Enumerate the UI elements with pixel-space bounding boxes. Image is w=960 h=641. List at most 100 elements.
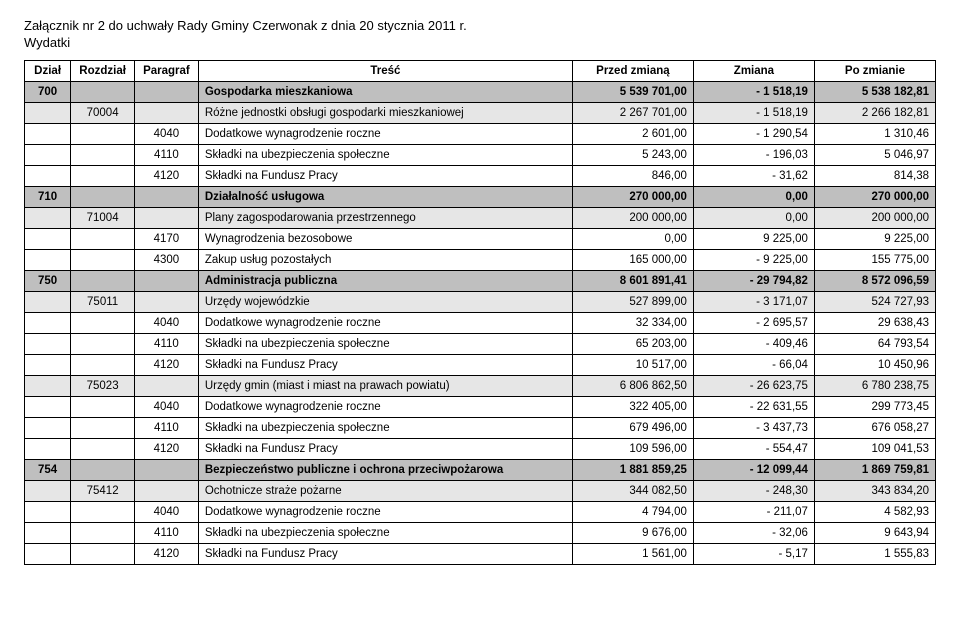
cell-rozdzial [71, 397, 135, 418]
cell-przed: 679 496,00 [572, 418, 693, 439]
cell-tresc: Działalność usługowa [198, 187, 572, 208]
table-row: 71004Plany zagospodarowania przestrzenne… [25, 208, 936, 229]
col-dzial: Dział [25, 61, 71, 82]
cell-po: 9 225,00 [814, 229, 935, 250]
table-row: 4120Składki na Fundusz Pracy109 596,00- … [25, 439, 936, 460]
cell-paragraf: 4110 [135, 418, 199, 439]
cell-rozdzial [71, 250, 135, 271]
cell-tresc: Składki na ubezpieczenia społeczne [198, 334, 572, 355]
cell-dzial [25, 229, 71, 250]
table-row: 4120Składki na Fundusz Pracy846,00- 31,6… [25, 166, 936, 187]
cell-paragraf: 4120 [135, 355, 199, 376]
cell-rozdzial [71, 418, 135, 439]
cell-rozdzial: 75023 [71, 376, 135, 397]
table-row: 750Administracja publiczna8 601 891,41- … [25, 271, 936, 292]
cell-tresc: Składki na ubezpieczenia społeczne [198, 523, 572, 544]
cell-po: 4 582,93 [814, 502, 935, 523]
table-row: 4110Składki na ubezpieczenia społeczne67… [25, 418, 936, 439]
cell-paragraf: 4120 [135, 544, 199, 565]
cell-po: 299 773,45 [814, 397, 935, 418]
cell-rozdzial [71, 145, 135, 166]
cell-po: 109 041,53 [814, 439, 935, 460]
col-zmiana: Zmiana [693, 61, 814, 82]
cell-rozdzial [71, 166, 135, 187]
cell-tresc: Wynagrodzenia bezosobowe [198, 229, 572, 250]
table-row: 4040Dodatkowe wynagrodzenie roczne322 40… [25, 397, 936, 418]
cell-przed: 9 676,00 [572, 523, 693, 544]
cell-zmiana: - 31,62 [693, 166, 814, 187]
cell-przed: 322 405,00 [572, 397, 693, 418]
table-row: 4040Dodatkowe wynagrodzenie roczne2 601,… [25, 124, 936, 145]
cell-zmiana: - 9 225,00 [693, 250, 814, 271]
cell-przed: 32 334,00 [572, 313, 693, 334]
cell-paragraf: 4040 [135, 397, 199, 418]
col-rozdzial: Rozdział [71, 61, 135, 82]
cell-tresc: Ochotnicze straże pożarne [198, 481, 572, 502]
cell-paragraf: 4300 [135, 250, 199, 271]
cell-paragraf [135, 481, 199, 502]
cell-po: 9 643,94 [814, 523, 935, 544]
cell-tresc: Składki na Fundusz Pracy [198, 544, 572, 565]
cell-tresc: Urzędy gmin (miast i miast na prawach po… [198, 376, 572, 397]
col-przed: Przed zmianą [572, 61, 693, 82]
table-row: 75023 Urzędy gmin (miast i miast na prawa… [25, 376, 936, 397]
cell-dzial [25, 292, 71, 313]
table-row: 4110Składki na ubezpieczenia społeczne5 … [25, 145, 936, 166]
cell-paragraf [135, 460, 199, 481]
cell-rozdzial [71, 355, 135, 376]
cell-rozdzial [71, 439, 135, 460]
cell-przed: 8 601 891,41 [572, 271, 693, 292]
cell-zmiana: - 32,06 [693, 523, 814, 544]
cell-przed: 65 203,00 [572, 334, 693, 355]
cell-rozdzial: 75412 [71, 481, 135, 502]
cell-dzial [25, 334, 71, 355]
cell-dzial: 750 [25, 271, 71, 292]
cell-dzial [25, 103, 71, 124]
cell-dzial [25, 502, 71, 523]
cell-przed: 2 601,00 [572, 124, 693, 145]
cell-przed: 270 000,00 [572, 187, 693, 208]
cell-paragraf [135, 271, 199, 292]
attachment-title: Załącznik nr 2 do uchwały Rady Gminy Cze… [24, 18, 936, 33]
cell-przed: 1 561,00 [572, 544, 693, 565]
cell-po: 343 834,20 [814, 481, 935, 502]
cell-zmiana: - 1 518,19 [693, 82, 814, 103]
table-header-row: Dział Rozdział Paragraf Treść Przed zmia… [25, 61, 936, 82]
cell-rozdzial [71, 229, 135, 250]
cell-tresc: Zakup usług pozostałych [198, 250, 572, 271]
cell-po: 64 793,54 [814, 334, 935, 355]
cell-przed: 1 881 859,25 [572, 460, 693, 481]
cell-tresc: Składki na Fundusz Pracy [198, 355, 572, 376]
cell-przed: 5 243,00 [572, 145, 693, 166]
cell-dzial [25, 376, 71, 397]
cell-zmiana: - 2 695,57 [693, 313, 814, 334]
cell-zmiana: - 12 099,44 [693, 460, 814, 481]
cell-po: 200 000,00 [814, 208, 935, 229]
cell-przed: 10 517,00 [572, 355, 693, 376]
cell-rozdzial [71, 523, 135, 544]
cell-paragraf [135, 208, 199, 229]
cell-dzial [25, 481, 71, 502]
cell-tresc: Bezpieczeństwo publiczne i ochrona przec… [198, 460, 572, 481]
cell-po: 1 869 759,81 [814, 460, 935, 481]
cell-dzial [25, 145, 71, 166]
cell-rozdzial [71, 124, 135, 145]
cell-tresc: Składki na Fundusz Pracy [198, 439, 572, 460]
cell-po: 5 538 182,81 [814, 82, 935, 103]
cell-zmiana: - 66,04 [693, 355, 814, 376]
cell-po: 155 775,00 [814, 250, 935, 271]
cell-paragraf: 4040 [135, 124, 199, 145]
cell-tresc: Składki na ubezpieczenia społeczne [198, 145, 572, 166]
cell-dzial [25, 544, 71, 565]
cell-dzial [25, 250, 71, 271]
table-row: 4120Składki na Fundusz Pracy1 561,00- 5,… [25, 544, 936, 565]
cell-po: 5 046,97 [814, 145, 935, 166]
col-tresc: Treść [198, 61, 572, 82]
cell-zmiana: - 554,47 [693, 439, 814, 460]
cell-dzial [25, 124, 71, 145]
cell-przed: 5 539 701,00 [572, 82, 693, 103]
cell-rozdzial [71, 460, 135, 481]
section-subtitle: Wydatki [24, 35, 936, 50]
cell-zmiana: 9 225,00 [693, 229, 814, 250]
cell-przed: 6 806 862,50 [572, 376, 693, 397]
